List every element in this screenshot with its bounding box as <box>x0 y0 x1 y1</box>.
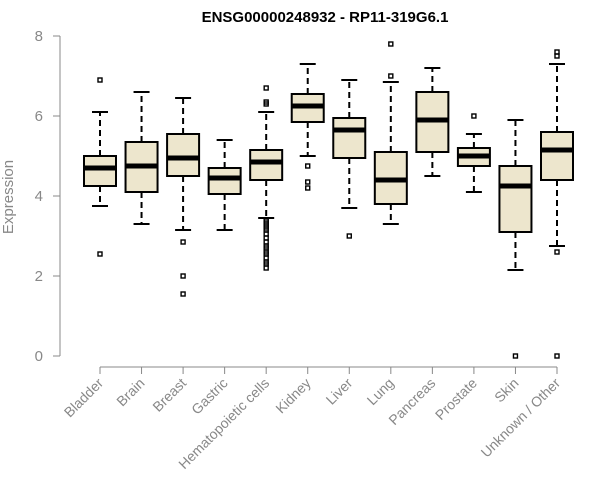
box-group <box>456 113 491 193</box>
outlier-point <box>305 163 311 169</box>
iqr-box <box>498 165 533 233</box>
outlier-point <box>180 273 186 279</box>
outlier-point <box>305 179 311 185</box>
box-group <box>540 49 574 359</box>
outlier-point <box>471 113 477 119</box>
outlier-point <box>180 239 186 245</box>
outlier-point <box>263 265 269 271</box>
outlier-point <box>97 251 103 257</box>
outlier-point <box>512 353 519 359</box>
iqr-box <box>249 149 284 181</box>
outlier-point <box>554 53 560 59</box>
box-group <box>498 119 533 359</box>
box-group <box>207 139 242 231</box>
iqr-box <box>166 133 201 177</box>
iqr-box <box>207 167 242 195</box>
outlier-point <box>346 233 352 239</box>
outlier-point <box>97 77 103 83</box>
outlier-point <box>388 73 394 79</box>
box-group <box>83 77 117 257</box>
x-tick-label: Brain <box>113 375 147 409</box>
box-group <box>415 67 450 177</box>
outlier-point <box>180 291 186 297</box>
box-group <box>290 63 325 191</box>
x-tick-label: Bladder <box>61 375 107 421</box>
x-tick-label: Kidney <box>272 375 314 417</box>
iqr-box <box>332 117 367 159</box>
iqr-box <box>83 155 117 187</box>
y-tick-label: 4 <box>35 188 43 205</box>
box-group <box>373 41 408 225</box>
x-tick-label: Unknown / Other <box>478 375 564 461</box>
outlier-point <box>388 41 394 47</box>
outlier-point <box>263 101 269 107</box>
chart-title: ENSG00000248932 - RP11-319G6.1 <box>202 9 449 26</box>
iqr-box <box>540 131 574 181</box>
y-axis-label: Expression <box>0 160 17 234</box>
y-tick-label: 6 <box>35 108 43 125</box>
boxes <box>83 41 574 359</box>
x-tick-label: Liver <box>323 375 356 408</box>
outlier-point <box>554 249 560 255</box>
y-tick-label: 8 <box>35 28 43 45</box>
y-tick-label: 2 <box>35 268 43 285</box>
outlier-point <box>305 185 311 191</box>
y-ticks: 0 2 4 6 8 <box>35 28 60 365</box>
box-group <box>124 91 159 225</box>
box-group <box>166 97 201 297</box>
outlier-point <box>554 353 560 359</box>
x-tick-label: Prostate <box>432 375 480 423</box>
x-tick-label: Skin <box>491 375 522 406</box>
outlier-point <box>263 85 269 91</box>
box-group <box>249 85 284 271</box>
x-tick-label: Breast <box>149 375 189 415</box>
x-tick-label: Lung <box>364 375 397 408</box>
y-tick-label: 0 <box>35 348 43 365</box>
box-group <box>332 79 367 239</box>
